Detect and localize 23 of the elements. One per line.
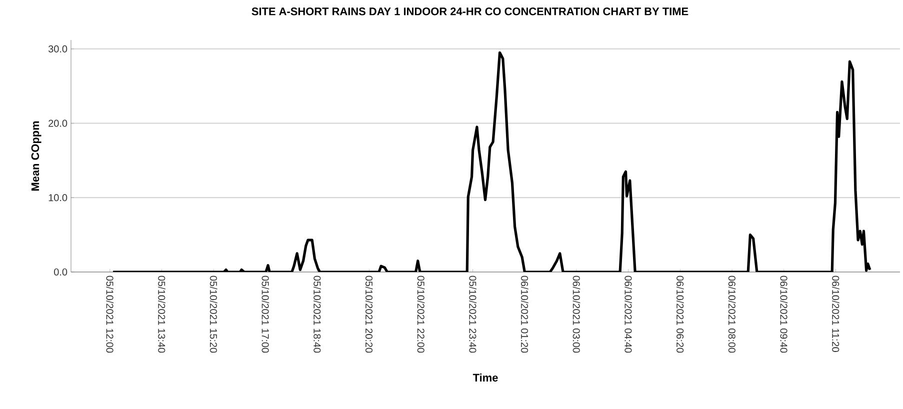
y-tick-label: 10.0 — [48, 194, 68, 202]
x-tick-label: 05/10/2021 23:40 — [469, 276, 476, 353]
y-tick-label: 30.0 — [48, 45, 68, 52]
x-tick-label: 06/10/2021 08:00 — [728, 276, 736, 353]
x-tick-label: 05/10/2021 13:40 — [158, 276, 166, 353]
line-series — [112, 51, 872, 272]
x-tick-label: 06/10/2021 01:20 — [521, 276, 528, 353]
y-axis-title: Mean COppm — [31, 121, 42, 191]
x-tick-label: 05/10/2021 20:20 — [365, 276, 373, 353]
x-tick-label: 06/10/2021 04:40 — [624, 276, 632, 353]
x-tick-label: 06/10/2021 11:20 — [832, 276, 840, 352]
y-tick-label: 20.0 — [48, 120, 68, 127]
x-tick-label: 05/10/2021 15:20 — [210, 276, 218, 353]
x-tick-label: 05/10/2021 12:00 — [106, 276, 114, 353]
x-tick-label: 06/10/2021 06:20 — [676, 276, 684, 353]
x-tick-label: 05/10/2021 22:00 — [417, 276, 425, 353]
x-axis-title: Time — [472, 374, 498, 382]
x-tick-label: 06/10/2021 03:00 — [572, 276, 580, 353]
y-tick-label: 0.0 — [54, 268, 68, 276]
x-tick-label: 06/10/2021 09:40 — [780, 276, 788, 353]
chart-title: SITE A-SHORT RAINS DAY 1 INDOOR 24-HR CO CONCENTRATION CHART BY TIME — [252, 8, 688, 16]
x-tick-label: 05/10/2021 17:00 — [262, 276, 270, 353]
x-tick-label: 05/10/2021 18:40 — [314, 276, 321, 353]
